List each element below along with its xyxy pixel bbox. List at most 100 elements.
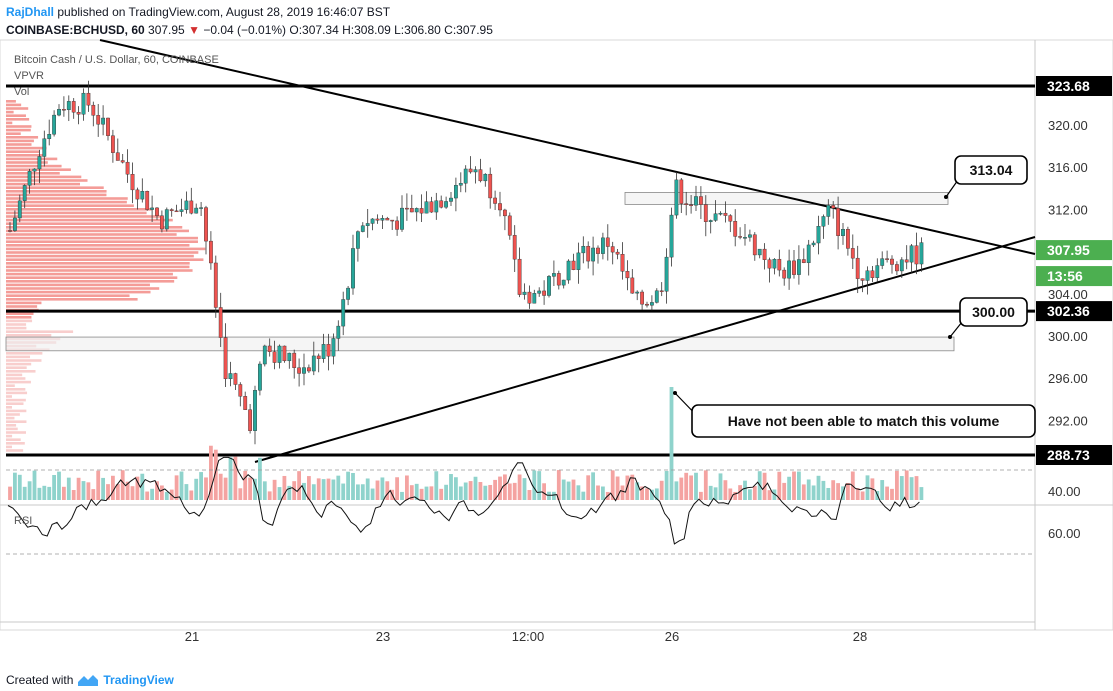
candle-body-26[interactable] <box>135 189 140 200</box>
candle-body-93[interactable] <box>463 168 468 184</box>
vol-label[interactable]: Vol <box>14 86 30 98</box>
candle-body-158[interactable] <box>782 269 787 279</box>
candle-body-29[interactable] <box>150 207 154 210</box>
candle-body-105[interactable] <box>522 291 527 295</box>
candle-body-25[interactable] <box>130 174 135 191</box>
candle-body-42[interactable] <box>213 262 218 308</box>
candle-body-54[interactable] <box>272 351 277 363</box>
candle-body-63[interactable] <box>316 355 321 359</box>
candle-body-62[interactable] <box>311 355 316 372</box>
candle-body-51[interactable] <box>258 363 262 391</box>
candle-body-92[interactable] <box>458 183 463 186</box>
candle-body-133[interactable] <box>659 290 664 292</box>
candle-body-95[interactable] <box>473 169 478 173</box>
candle-body-128[interactable] <box>635 291 640 294</box>
candle-body-179[interactable] <box>885 258 890 260</box>
candle-body-156[interactable] <box>772 258 777 269</box>
candle-body-129[interactable] <box>640 291 645 305</box>
candle-body-58[interactable] <box>292 352 297 368</box>
candle-body-16[interactable] <box>86 92 91 106</box>
candle-body-152[interactable] <box>752 234 757 256</box>
candle-body-153[interactable] <box>757 248 762 256</box>
candle-body-70[interactable] <box>351 248 355 289</box>
candle-body-33[interactable] <box>169 209 174 212</box>
candle-body-14[interactable] <box>76 111 81 115</box>
candle-body-83[interactable] <box>414 208 419 213</box>
candle-body-121[interactable] <box>601 237 605 254</box>
candle-body-175[interactable] <box>865 270 870 281</box>
candle-body-90[interactable] <box>449 197 453 202</box>
candle-body-76[interactable] <box>380 218 385 221</box>
candle-body-186[interactable] <box>919 242 924 265</box>
candle-body-72[interactable] <box>360 225 365 232</box>
candle-body-160[interactable] <box>792 260 796 275</box>
candle-body-149[interactable] <box>738 236 743 238</box>
candle-body-80[interactable] <box>400 207 404 230</box>
candle-body-57[interactable] <box>287 352 292 362</box>
candle-body-97[interactable] <box>483 173 488 182</box>
candle-body-147[interactable] <box>728 215 733 222</box>
candle-body-101[interactable] <box>503 209 507 217</box>
candle-body-176[interactable] <box>870 270 875 278</box>
ascending-trendline[interactable] <box>254 236 1036 463</box>
candle-body-161[interactable] <box>797 259 801 275</box>
candle-body-7[interactable] <box>42 138 47 157</box>
candle-body-146[interactable] <box>723 212 728 216</box>
candle-body-180[interactable] <box>890 258 894 265</box>
candle-body-182[interactable] <box>899 259 904 272</box>
candle-body-69[interactable] <box>346 287 350 300</box>
candle-body-91[interactable] <box>454 185 458 199</box>
candle-body-108[interactable] <box>537 290 542 294</box>
candle-body-0[interactable] <box>8 230 12 232</box>
candle-body-10[interactable] <box>57 109 61 116</box>
candle-body-142[interactable] <box>703 204 708 222</box>
candle-body-48[interactable] <box>243 396 248 410</box>
candle-body-140[interactable] <box>694 196 698 206</box>
candle-body-55[interactable] <box>277 345 282 363</box>
candle-body-84[interactable] <box>419 208 424 214</box>
candle-body-170[interactable] <box>841 229 845 236</box>
candle-body-94[interactable] <box>468 168 473 173</box>
candle-body-102[interactable] <box>507 215 512 236</box>
candle-body-81[interactable] <box>405 207 409 210</box>
rsi-label[interactable]: RSI <box>14 515 33 527</box>
candle-body-96[interactable] <box>478 169 483 182</box>
candle-body-126[interactable] <box>625 271 630 279</box>
tradingview-brand[interactable]: TradingView <box>103 673 174 687</box>
candle-body-148[interactable] <box>733 221 738 237</box>
candle-body-178[interactable] <box>880 258 885 266</box>
candle-body-28[interactable] <box>145 191 150 210</box>
candle-body-5[interactable] <box>32 168 37 172</box>
candle-body-75[interactable] <box>375 218 380 221</box>
candle-body-47[interactable] <box>238 384 243 397</box>
candle-body-37[interactable] <box>189 200 194 214</box>
candle-body-125[interactable] <box>620 254 625 272</box>
candle-body-164[interactable] <box>811 242 816 246</box>
candles[interactable] <box>8 80 924 445</box>
candle-body-104[interactable] <box>517 258 522 295</box>
candle-body-184[interactable] <box>909 245 914 263</box>
candle-body-124[interactable] <box>615 251 620 255</box>
candle-body-39[interactable] <box>199 207 203 209</box>
candle-body-71[interactable] <box>356 231 360 249</box>
candle-body-17[interactable] <box>91 104 96 116</box>
candle-body-2[interactable] <box>17 200 22 219</box>
candle-body-155[interactable] <box>767 259 772 269</box>
candle-body-151[interactable] <box>748 234 752 238</box>
candle-body-30[interactable] <box>155 207 159 216</box>
candle-body-56[interactable] <box>282 345 287 362</box>
candle-body-66[interactable] <box>331 338 336 357</box>
candle-body-34[interactable] <box>174 210 179 213</box>
candle-body-44[interactable] <box>223 337 228 380</box>
candle-body-134[interactable] <box>664 256 669 292</box>
candle-body-77[interactable] <box>385 218 390 221</box>
candle-body-132[interactable] <box>654 290 659 303</box>
candle-body-117[interactable] <box>581 245 586 254</box>
candle-body-3[interactable] <box>22 185 27 201</box>
candle-body-173[interactable] <box>855 257 860 279</box>
candle-body-18[interactable] <box>96 115 101 125</box>
zone-rect-1[interactable] <box>5 336 955 352</box>
candle-body-166[interactable] <box>821 216 826 227</box>
candle-body-38[interactable] <box>194 207 199 214</box>
